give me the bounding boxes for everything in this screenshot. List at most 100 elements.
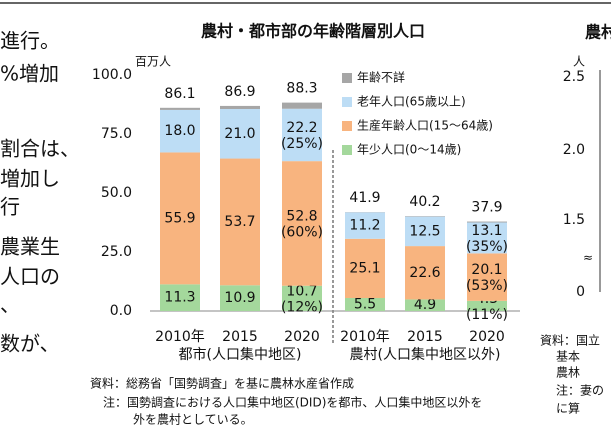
x-tick-label: 2020 xyxy=(284,329,320,345)
right-tick-label: 1.5 xyxy=(563,212,585,228)
value-label: 22.6 xyxy=(409,265,440,281)
value-label: 4.9 xyxy=(414,297,436,313)
bar-segment xyxy=(220,108,260,159)
bar-segment xyxy=(345,298,385,311)
note-cont: 外を農村としている。 xyxy=(133,413,253,425)
legend-label: 年齢不詳 xyxy=(357,70,405,85)
value-label: 12.5 xyxy=(409,223,440,239)
legend-swatch xyxy=(342,145,352,155)
legend-swatch xyxy=(342,97,352,107)
right-title: 農村 xyxy=(585,23,611,42)
x-tick-label: 2015 xyxy=(222,329,258,345)
y-tick-label: 100.0 xyxy=(92,67,132,83)
x-tick-label: 2020 xyxy=(469,329,505,345)
body-text: 行 xyxy=(0,195,20,219)
value-label: 55.9 xyxy=(164,210,195,226)
group-label: 都市(人口集中地区) xyxy=(179,346,302,363)
group-label: 農村(人口集中地区以外) xyxy=(350,346,501,363)
value-label: 20.1 xyxy=(471,262,502,278)
bar-segment xyxy=(405,246,445,300)
right-unit: 人 xyxy=(573,55,585,69)
legend-label: 生産年齢人口(15～64歳) xyxy=(357,118,493,133)
body-text: 人口の xyxy=(0,265,60,289)
body-text: 進行。 xyxy=(0,29,60,53)
axis-break: ≈ xyxy=(583,251,593,265)
y-tick-label: 25.0 xyxy=(101,244,132,260)
body-text: %増加 xyxy=(0,62,59,86)
bar-segment xyxy=(160,152,200,285)
legend-label: 老年人口(65歳以上) xyxy=(357,95,466,109)
chart-title: 農村・都市部の年齢階層別人口 xyxy=(201,22,425,41)
bar-segment xyxy=(345,212,385,239)
body-text: 、 xyxy=(0,293,20,317)
right-tick-label: 2.5 xyxy=(563,69,585,85)
bar-segment xyxy=(220,158,260,286)
body-text: 農業生 xyxy=(0,235,60,259)
y-tick-label: 0.0 xyxy=(110,303,132,319)
total-label: 37.9 xyxy=(471,200,502,216)
x-tick-label: 2010年 xyxy=(155,329,205,345)
bar-segment xyxy=(467,300,507,311)
x-tick-label: 2010年 xyxy=(340,329,390,345)
x-tick-label: 2015 xyxy=(407,329,443,345)
bar-segment xyxy=(160,109,200,153)
share-label: (60%) xyxy=(281,224,323,240)
value-label: 22.2 xyxy=(286,120,317,136)
bar-segment xyxy=(220,105,260,109)
value-label: 10.7 xyxy=(286,283,317,299)
legend-swatch xyxy=(342,73,352,83)
total-label: 86.1 xyxy=(164,86,195,102)
bar-segment xyxy=(282,102,322,109)
total-label: 40.2 xyxy=(409,194,440,210)
y-tick-label: 50.0 xyxy=(101,185,132,201)
value-label: 21.0 xyxy=(224,126,255,142)
y-tick-label: 75.0 xyxy=(101,126,132,142)
bar-segment xyxy=(282,285,322,311)
legend-swatch xyxy=(342,121,352,131)
bar-segment xyxy=(467,221,507,223)
right-note: に算 xyxy=(556,401,580,416)
bar-segment xyxy=(345,238,385,299)
value-label: 11.2 xyxy=(349,218,380,234)
value-label: 53.7 xyxy=(224,214,255,230)
bar-segment xyxy=(282,161,322,286)
right-note: 基本 xyxy=(556,350,580,364)
share-label: (11%) xyxy=(466,307,508,323)
right-tick-label: 0 xyxy=(576,284,585,300)
bar-segment xyxy=(220,285,260,311)
body-text: 割合は、 xyxy=(0,137,80,161)
right-note: 資料：国立 xyxy=(540,333,600,348)
body-text: 増加し xyxy=(0,167,60,191)
bar-segment xyxy=(405,216,445,247)
total-label: 86.9 xyxy=(224,84,255,100)
note: 注：国勢調査における人口集中地区(DID)を都市、人口集中地区以外を xyxy=(103,395,482,410)
share-label: (53%) xyxy=(466,278,508,294)
value-label: 5.5 xyxy=(354,297,376,313)
bar-segment xyxy=(160,107,200,110)
share-label: (12%) xyxy=(281,299,323,315)
total-label: 41.9 xyxy=(349,190,380,206)
bar-segment xyxy=(160,284,200,311)
total-label: 88.3 xyxy=(286,81,317,97)
share-label: (25%) xyxy=(281,136,323,152)
value-label: 52.8 xyxy=(286,208,317,224)
legend-label: 年少人口(0～14歳) xyxy=(357,143,461,157)
right-tick-label: 2.0 xyxy=(563,142,585,158)
value-label: 10.9 xyxy=(224,290,255,306)
value-label: 25.1 xyxy=(349,260,380,276)
right-note: 注：妻の xyxy=(556,383,604,398)
share-label: (35%) xyxy=(466,239,508,255)
y-unit: 百万人 xyxy=(135,55,171,69)
value-label: 18.0 xyxy=(164,123,195,139)
bar-segment xyxy=(467,222,507,254)
value-label: 11.3 xyxy=(164,290,195,306)
bar-segment xyxy=(282,108,322,162)
right-note: 農林 xyxy=(556,366,580,380)
bar-segment xyxy=(467,253,507,301)
body-text: 数が、 xyxy=(0,332,60,356)
bar-segment xyxy=(405,299,445,311)
value-label: 13.1 xyxy=(471,223,502,239)
source-note: 資料：総務省「国勢調査」を基に農林水産省作成 xyxy=(90,376,354,391)
